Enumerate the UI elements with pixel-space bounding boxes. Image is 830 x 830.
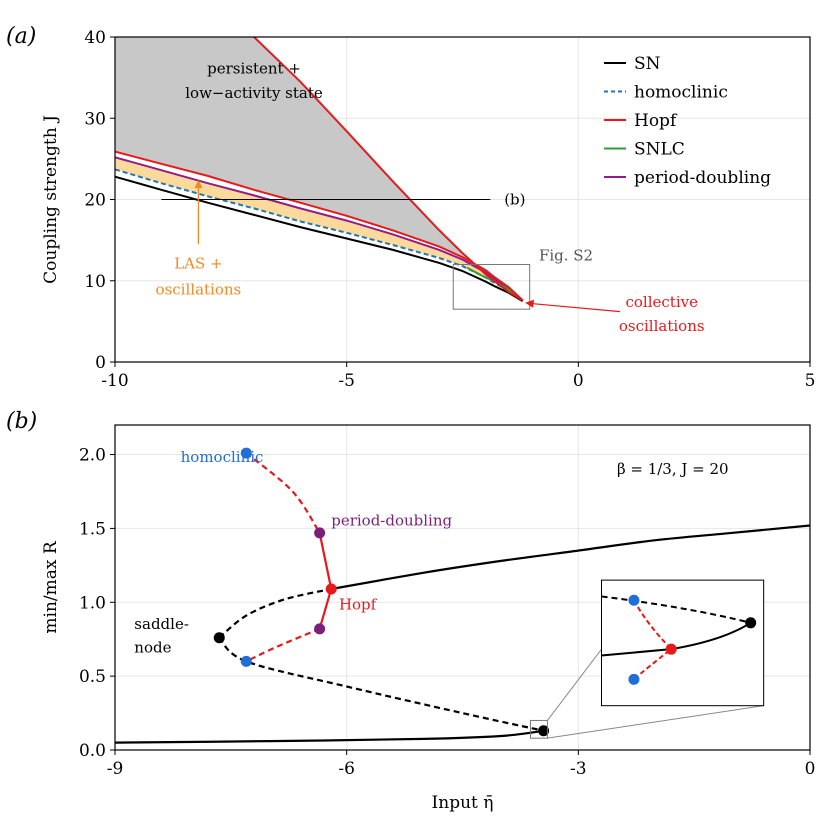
y-tick-label: 40 [84, 28, 106, 48]
panel-a-ticks: -10 -5 0 5 0 10 20 30 40 [84, 28, 815, 391]
point-saddle-node [213, 632, 225, 644]
y-tick-label: 0.5 [79, 667, 106, 687]
y-tick-label: 1.0 [79, 593, 106, 613]
y-tick-label: 10 [84, 272, 106, 292]
legend-items: SN homoclinic Hopf SNLC period-doubling [604, 54, 771, 188]
panel-a: (a) (b) Fig. S2 persistent + low−activit… [6, 24, 815, 391]
panel-a-series [114, 36, 524, 302]
series-sn [114, 175, 524, 302]
y-tick-label: 0.0 [79, 741, 106, 761]
las-arrow-head [194, 180, 203, 188]
collective-label-line1: collective [625, 293, 698, 311]
parameter-label: β = 1/3, J = 20 [617, 460, 729, 478]
persistent-label-line1: persistent + [207, 60, 301, 78]
series-limit-cycle-min-stable- [318, 588, 333, 630]
fig-s2-box [452, 264, 531, 310]
y-tick-label: 2.0 [79, 446, 106, 466]
series-homoclinic [114, 168, 524, 302]
point-period-doubling [314, 527, 326, 539]
legend-label: SN [634, 54, 661, 74]
point-hopf [325, 583, 337, 595]
series-limit-cycle-max-stable- [318, 532, 333, 590]
panel-b-reference-label: (b) [504, 191, 525, 209]
x-tick-label: -6 [338, 759, 355, 779]
panel-a-label: (a) [6, 24, 36, 49]
inset-limit-cycle [633, 599, 673, 681]
x-tick-label: -10 [101, 371, 128, 391]
series-limit-cycle-max-unstable- [245, 452, 321, 534]
panel-b-ylabel: min/max R [41, 540, 61, 633]
zoom-inset [601, 579, 765, 707]
collective-arrow [532, 303, 621, 313]
period-doubling-label: period-doubling [331, 511, 452, 529]
panel-b-ticks: -9 -6 -3 0 0.0 0.5 1.0 1.5 2.0 [79, 446, 815, 779]
panel-b-series [114, 452, 811, 744]
y-tick-label: 0 [95, 353, 106, 373]
point-homoclinic [240, 655, 252, 667]
inset-unstable-branch [601, 595, 751, 624]
series-hopf-upper-branch- [253, 36, 524, 302]
point-homoclinic [240, 447, 252, 459]
x-tick-label: 0 [573, 371, 584, 391]
homoclinic-label: homoclinic [181, 448, 264, 466]
panel-b-points [213, 447, 550, 737]
legend: SN homoclinic Hopf SNLC period-doubling [604, 54, 771, 188]
legend-label: homoclinic [634, 83, 728, 103]
hopf-label: Hopf [339, 596, 378, 614]
zoom-connector-bottom [547, 705, 764, 739]
panel-b-label: (b) [6, 409, 37, 434]
series-period-doubling [114, 156, 524, 302]
panel-b-xlabel: Input η̄ [432, 793, 494, 813]
x-tick-label: -9 [107, 759, 124, 779]
legend-label: period-doubling [634, 168, 771, 188]
saddle-node-label-line1: saddle- [134, 615, 189, 633]
inset-homoclinic-point [628, 673, 640, 685]
x-tick-label: -3 [570, 759, 587, 779]
legend-label: SNLC [634, 140, 685, 160]
persistent-region [115, 37, 523, 301]
panel-b-frame [114, 424, 811, 751]
zoom-box [529, 719, 548, 739]
las-oscillations-region [115, 157, 523, 301]
saddle-node-label-line2: node [134, 639, 171, 657]
y-tick-label: 30 [84, 109, 106, 129]
panel-b: (b) homoclinic period-doubling Hopf sadd… [6, 409, 815, 813]
series-hopf [114, 150, 524, 302]
series-unstable-middle-branch-lower- [218, 636, 544, 732]
series-stable-lower-branch [114, 729, 544, 744]
panel-a-ylabel: Coupling strength J [41, 115, 61, 284]
legend-label: Hopf [634, 111, 678, 131]
inset-saddle-node-point [745, 617, 757, 629]
inset-hopf-point [665, 643, 677, 655]
persistent-label-line2: low−activity state [185, 84, 323, 102]
x-tick-label: 0 [805, 759, 816, 779]
collective-label-line2: oscillations [619, 317, 705, 335]
las-label-line1: LAS + [174, 255, 222, 273]
point-saddle-node [538, 725, 550, 737]
series-stable-upper-branch [331, 524, 811, 591]
inset-homoclinic-point [628, 594, 640, 606]
x-tick-label: 5 [805, 371, 816, 391]
collective-arrow-head [525, 299, 535, 308]
fig-s2-label: Fig. S2 [539, 246, 593, 264]
zoom-connector-top [547, 648, 602, 721]
series-unstable-middle-branch-upper- [218, 587, 332, 639]
y-tick-label: 1.5 [79, 519, 106, 539]
point-period-doubling [314, 623, 326, 635]
x-tick-label: -5 [338, 371, 355, 391]
series-limit-cycle-min-unstable- [245, 627, 321, 663]
y-tick-label: 20 [84, 191, 106, 211]
las-label-line2: oscillations [156, 281, 242, 299]
